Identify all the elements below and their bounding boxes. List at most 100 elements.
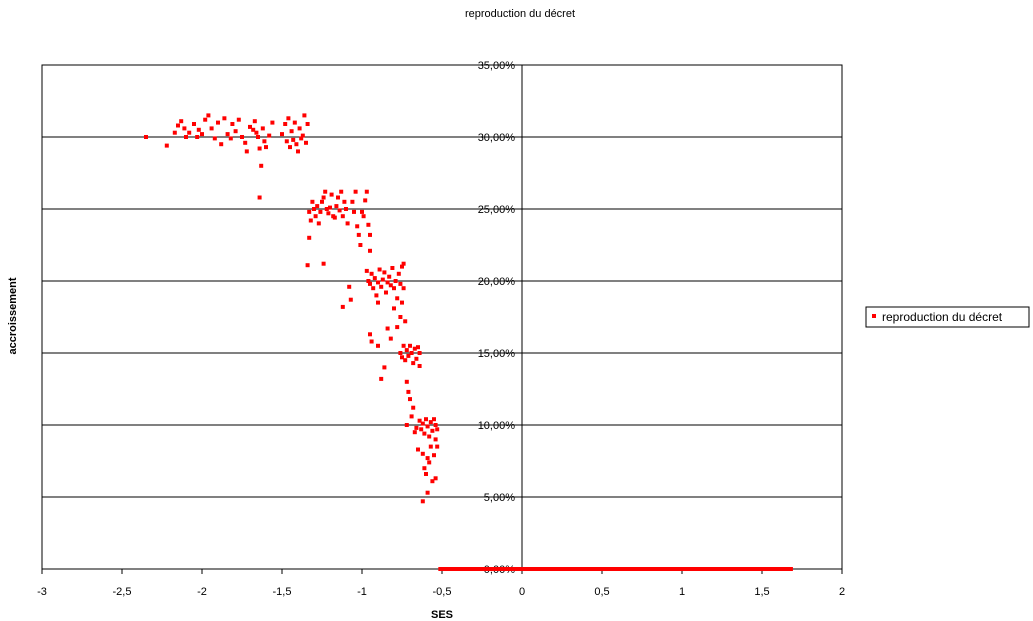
legend-swatch: [872, 314, 876, 318]
data-point: [416, 447, 420, 452]
data-point: [302, 113, 307, 118]
data-point: [321, 195, 326, 200]
data-point: [398, 281, 403, 286]
data-point: [411, 405, 416, 410]
data-point: [244, 149, 249, 154]
data-point: [364, 189, 369, 194]
data-point: [209, 126, 214, 131]
data-point: [382, 270, 387, 275]
data-point: [216, 120, 220, 125]
data-point: [350, 199, 355, 204]
data-point: [356, 232, 361, 237]
plot-area: [41, 64, 843, 570]
data-point: [377, 267, 382, 272]
data-point: [403, 319, 408, 324]
data-point: [368, 248, 372, 253]
x-axis-title: SES: [431, 609, 453, 621]
data-point: [336, 195, 340, 200]
data-point: [172, 130, 177, 135]
data-point: [182, 126, 187, 131]
data-point: [310, 199, 315, 204]
data-point: [228, 136, 233, 141]
data-point: [256, 135, 260, 139]
y-tick-labels: 0,00%5,00%10,00%15,00%20,00%25,00%30,00%…: [478, 60, 516, 576]
data-point: [376, 300, 380, 305]
data-point: [200, 132, 204, 137]
data-point: [291, 137, 296, 142]
data-point: [374, 293, 379, 298]
data-point: [385, 326, 390, 331]
y-tick-label: 5,00%: [484, 492, 515, 504]
data-point: [289, 129, 294, 134]
data-point: [312, 207, 316, 211]
data-point: [292, 120, 297, 125]
data-point: [428, 420, 433, 425]
data-point: [219, 142, 224, 147]
data-point: [400, 300, 404, 305]
data-point: [385, 280, 390, 285]
data-point: [230, 122, 235, 126]
data-point: [400, 264, 404, 269]
data-point: [329, 192, 334, 197]
data-point: [428, 444, 433, 449]
data-point: [326, 211, 331, 216]
axes: [41, 64, 843, 574]
data-point: [369, 339, 374, 344]
data-point: [430, 479, 435, 484]
data-point: [425, 424, 430, 429]
data-point: [305, 263, 310, 268]
data-point: [376, 280, 380, 285]
data-point: [259, 163, 264, 168]
data-point: [176, 123, 180, 128]
data-point: [376, 343, 380, 348]
data-point: [286, 116, 291, 121]
data-point: [424, 472, 428, 476]
data-point: [414, 425, 419, 430]
data-points: [144, 113, 793, 571]
data-point: [355, 224, 360, 229]
data-point: [307, 235, 312, 240]
data-point: [366, 279, 371, 283]
data-point: [427, 460, 432, 465]
x-tick-label: -2: [197, 586, 207, 598]
data-point: [382, 365, 387, 370]
data-point: [284, 139, 289, 144]
data-point: [267, 133, 272, 138]
data-point: [342, 199, 347, 204]
data-point: [387, 274, 392, 279]
x-tick-label: 2: [839, 586, 845, 598]
data-point: [368, 332, 372, 337]
data-point: [433, 437, 438, 442]
data-point: [395, 325, 400, 330]
data-point: [344, 207, 348, 211]
gridlines: [42, 136, 842, 498]
data-point: [371, 286, 376, 291]
data-point: [408, 397, 412, 402]
data-point: [236, 117, 241, 122]
data-point: [406, 389, 411, 394]
data-point: [353, 189, 358, 194]
data-point: [251, 127, 256, 132]
data-point: [435, 444, 440, 449]
data-point: [300, 133, 305, 138]
data-point: [264, 145, 268, 150]
data-point: [288, 145, 292, 150]
y-tick-label: 15,00%: [478, 348, 516, 360]
data-point: [316, 221, 321, 226]
data-point: [379, 284, 384, 289]
data-point: [184, 135, 188, 139]
data-point: [412, 430, 417, 435]
data-point: [203, 117, 208, 122]
data-point: [364, 268, 369, 273]
data-point: [363, 198, 368, 203]
data-point: [179, 119, 184, 124]
data-point: [390, 266, 395, 270]
data-point: [435, 427, 440, 432]
data-point: [305, 122, 310, 126]
data-point: [404, 379, 409, 384]
y-tick-label: 20,00%: [478, 276, 516, 288]
legend-box: [865, 306, 1030, 328]
data-point: [420, 421, 425, 426]
data-point: [347, 284, 352, 289]
